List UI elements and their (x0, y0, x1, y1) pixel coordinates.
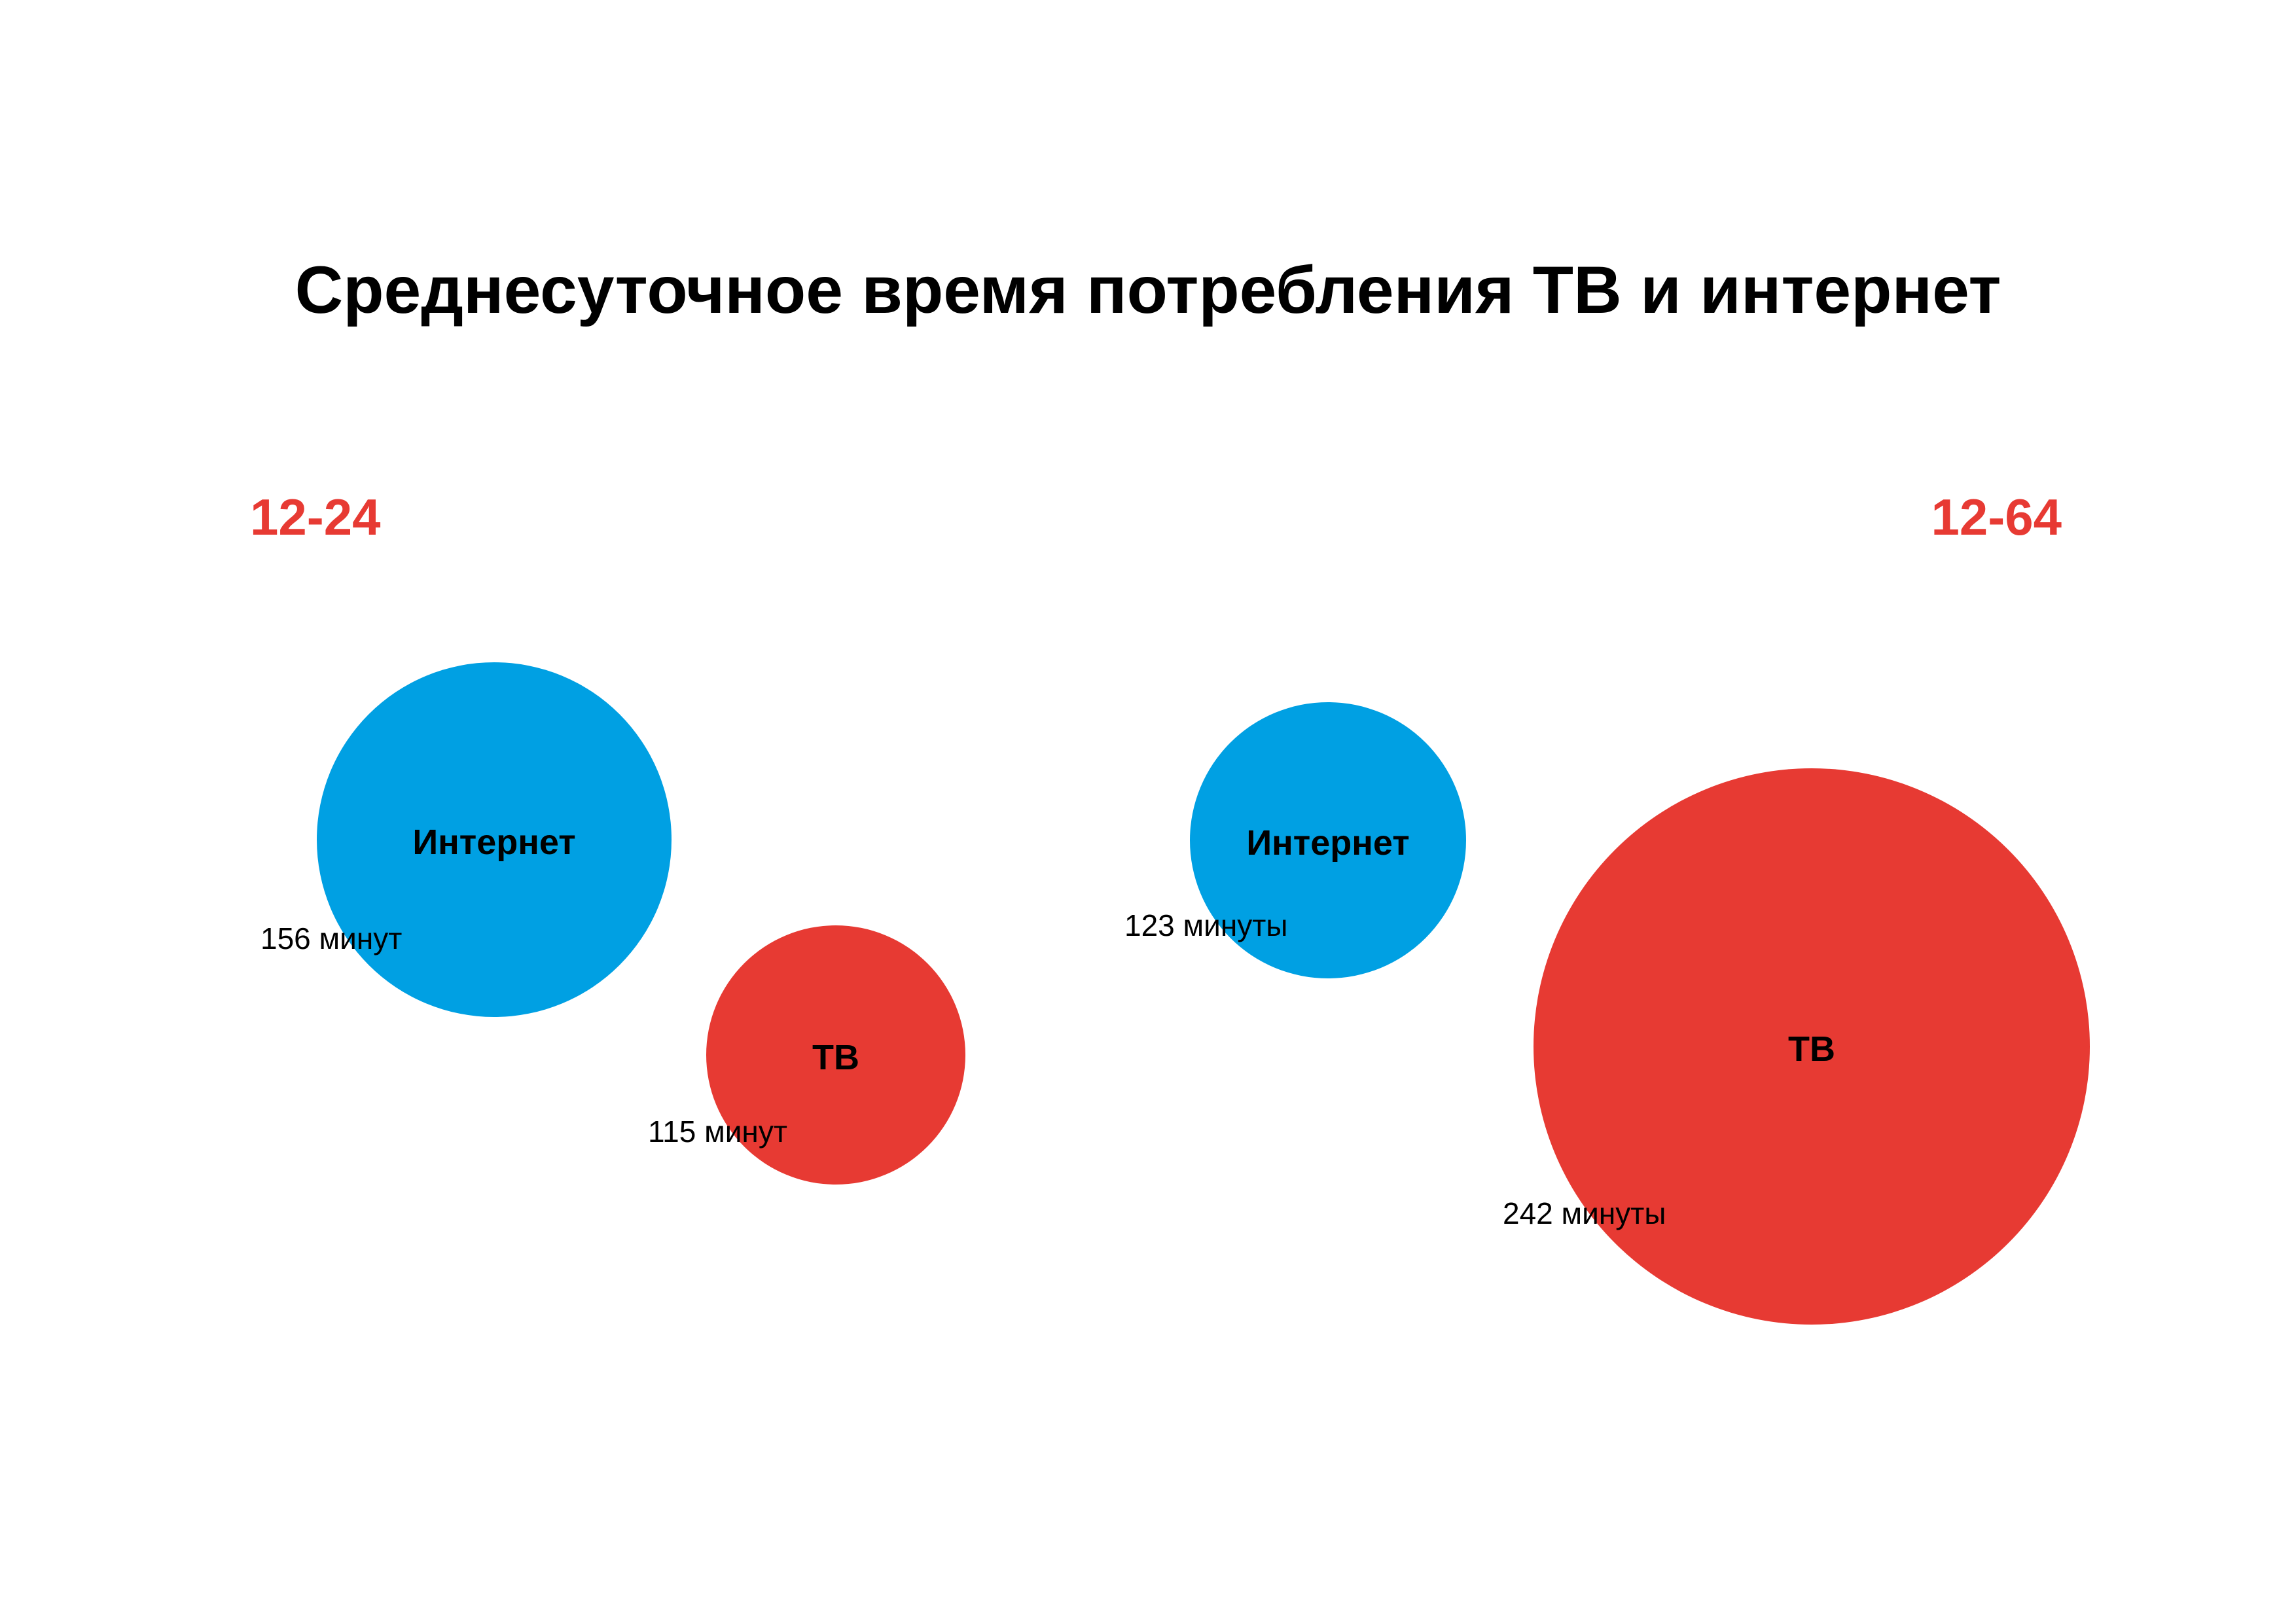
group-label-12-24: 12-24 (250, 488, 381, 546)
bubble-12-24-internet (317, 662, 672, 1017)
chart-title: Среднесуточное время потребления ТВ и ин… (295, 253, 2001, 327)
group-label-12-64: 12-64 (1931, 488, 2062, 546)
bubble-name-label: Интернет (1246, 823, 1409, 863)
bubble-value-label: 242 минуты (1503, 1196, 1666, 1230)
bubble-value-label: 115 минут (648, 1115, 787, 1149)
bubble-name-label: ТВ (1788, 1029, 1835, 1069)
bubble-name-label: Интернет (412, 823, 575, 862)
bubble-value-label: 156 минут (260, 921, 402, 955)
bubble-name-label: ТВ (812, 1038, 859, 1077)
bubble-12-24-tv (706, 925, 965, 1185)
bubble-value-label: 123 минуты (1124, 908, 1287, 942)
bubble-12-64-internet (1190, 702, 1466, 978)
bubble-12-64-tv (1534, 768, 2090, 1325)
